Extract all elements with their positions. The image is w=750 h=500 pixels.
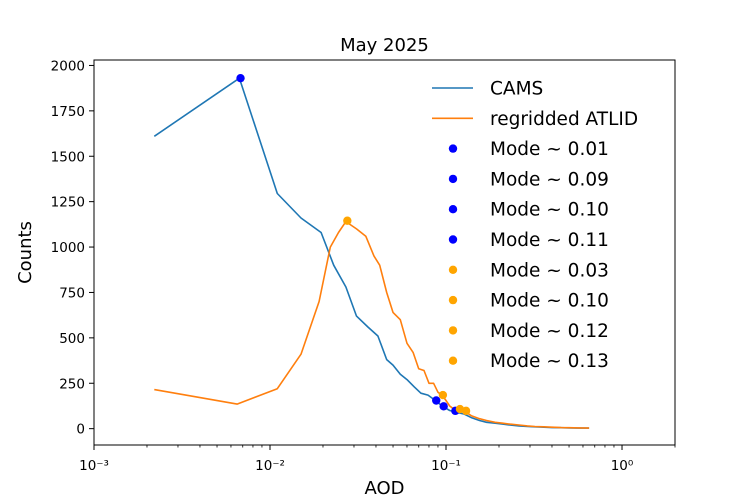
legend-marker — [448, 205, 458, 214]
mode-markers — [236, 73, 471, 416]
legend-label: Mode ~ 0.10 — [490, 200, 609, 221]
legend-label: Mode ~ 0.09 — [490, 169, 609, 190]
legend-marker — [448, 144, 458, 153]
mode-marker — [343, 216, 352, 225]
y-tick-label: 2000 — [51, 58, 85, 74]
x-tick-label: 10⁰ — [611, 458, 634, 474]
mode-marker — [432, 396, 441, 405]
y-tick-label: 1000 — [51, 240, 85, 256]
legend-label: Mode ~ 0.03 — [490, 260, 609, 281]
y-tick-label: 500 — [59, 331, 85, 347]
plot-area — [93, 59, 676, 446]
legend-label: CAMS — [490, 79, 543, 100]
x-axis-label: AOD — [364, 478, 404, 499]
y-axis: 0 250 500 750 1000 1250 1500 1750 2000 — [51, 58, 94, 438]
mode-marker — [439, 402, 448, 411]
y-tick-label: 1750 — [51, 104, 85, 120]
y-tick-label: 1500 — [51, 149, 85, 165]
y-tick-label: 750 — [59, 285, 85, 301]
legend-marker — [448, 356, 458, 365]
legend-label: Mode ~ 0.11 — [490, 230, 609, 251]
x-axis: 10⁻³ 10⁻² 10⁻¹ 10⁰ — [79, 445, 676, 474]
y-tick-label: 0 — [76, 422, 85, 438]
legend-label: Mode ~ 0.01 — [490, 139, 609, 160]
legend-marker — [448, 265, 458, 274]
legend-marker — [448, 295, 458, 305]
mode-marker — [461, 406, 471, 416]
legend-marker — [448, 235, 458, 244]
y-tick-label: 250 — [59, 376, 85, 392]
y-tick-label: 1250 — [51, 195, 85, 211]
x-tick-label: 10⁻³ — [79, 458, 109, 474]
mode-marker — [438, 390, 448, 400]
legend-marker — [448, 326, 458, 335]
mode-marker — [236, 73, 245, 83]
legend-marker — [448, 174, 458, 184]
x-tick-label: 10⁻¹ — [431, 458, 461, 474]
x-tick-label: 10⁻² — [255, 458, 285, 474]
legend-label: Mode ~ 0.13 — [490, 351, 609, 372]
legend-label: Mode ~ 0.10 — [490, 291, 609, 312]
y-axis-label: Counts — [15, 221, 36, 284]
legend-label: regridded ATLID — [490, 109, 638, 130]
legend: CAMS regridded ATLID Mode ~ 0.01 Mode ~ 0.0… — [432, 79, 638, 372]
chart-title: May 2025 — [340, 35, 429, 56]
legend-label: Mode ~ 0.12 — [490, 321, 609, 342]
